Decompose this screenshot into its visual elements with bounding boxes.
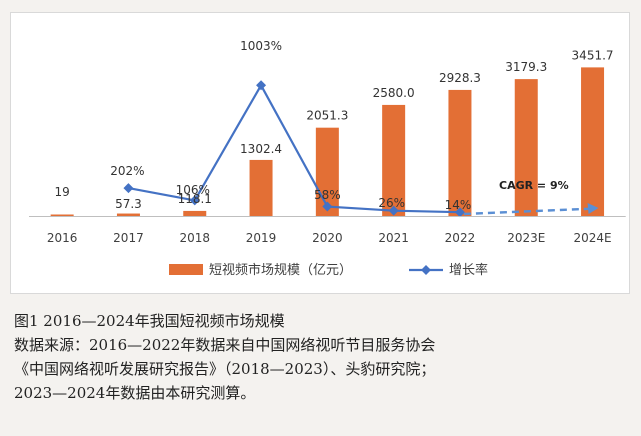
growth-label-2020: 58% xyxy=(314,188,341,202)
cagr-annotation: CAGR = 9% xyxy=(499,179,569,192)
x-tick-label-2017: 2017 xyxy=(113,231,144,245)
x-tick-label-2016: 2016 xyxy=(47,231,78,245)
growth-rate-point-2017 xyxy=(123,183,134,194)
x-tick-label-2022: 2022 xyxy=(445,231,476,245)
bar-value-label-2024E: 3451.7 xyxy=(572,48,614,62)
chart-svg: 19 57.3 118.1 1302.4 2051.3 2580.0 2928.3 3179.… xyxy=(29,39,626,278)
growth-rate-point-2021 xyxy=(388,205,399,216)
bar-2017 xyxy=(116,213,140,216)
growth-rate-line xyxy=(128,83,460,214)
caption-source-line-3: 2023—2024年数据由本研究测算。 xyxy=(14,384,256,402)
bar-2023E xyxy=(514,79,538,217)
line-layer xyxy=(123,80,599,218)
x-tick-label-2018: 2018 xyxy=(179,231,210,245)
cagr-arrowhead xyxy=(587,203,599,214)
bar-2019 xyxy=(249,159,273,216)
caption-source-line-2: 《中国网络视听发展研究报告》（2018—2023）、头豹研究院； xyxy=(14,360,436,378)
caption-title: 图1 2016—2024年我国短视频市场规模 xyxy=(14,312,285,330)
legend-layer: 短视频市场规模（亿元） 增长率 xyxy=(169,262,488,278)
growth-label-2018: 106% xyxy=(176,183,210,197)
axis-layer: 2016 2017 2018 2019 2020 2021 2022 2023E 2024E xyxy=(29,216,626,245)
growth-rate-point-2022 xyxy=(454,207,465,218)
legend-bar-swatch xyxy=(169,264,203,275)
chart-frame: 19 57.3 118.1 1302.4 2051.3 2580.0 2928.3 3179.… xyxy=(10,12,630,294)
growth-label-2021: 26% xyxy=(378,196,405,210)
legend-line-marker xyxy=(421,265,431,275)
bar-2016 xyxy=(50,214,74,216)
bar-2018 xyxy=(183,210,207,216)
bar-value-label-2021: 2580.0 xyxy=(373,86,415,100)
growth-rate-point-2020 xyxy=(322,201,333,212)
bar-2024E xyxy=(581,67,605,217)
x-tick-label-2020: 2020 xyxy=(312,231,343,245)
growth-rate-point-2018 xyxy=(189,195,200,206)
legend-bar-label: 短视频市场规模（亿元） xyxy=(209,262,352,278)
bar-value-label-2023E: 3179.3 xyxy=(505,60,547,74)
growth-label-2022: 14% xyxy=(445,198,472,212)
x-tick-label-2024E: 2024E xyxy=(573,231,611,245)
growth-rate-point-2019 xyxy=(256,80,267,91)
labels-layer: 19 57.3 118.1 1302.4 2051.3 2580.0 2928.3 3179.… xyxy=(55,39,614,212)
x-tick-label-2021: 2021 xyxy=(378,231,409,245)
bar-value-label-2019: 1302.4 xyxy=(240,142,282,156)
bar-2022 xyxy=(448,89,472,216)
bars-layer xyxy=(50,67,605,217)
growth-label-2017: 202% xyxy=(110,164,144,178)
bar-value-label-2018: 118.1 xyxy=(178,192,212,206)
caption-source-line-1: 数据来源：2016—2022年数据来自中国网络视听节目服务协会 xyxy=(14,336,436,354)
bar-value-label-2022: 2928.3 xyxy=(439,71,481,85)
bar-value-label-2016: 19 xyxy=(55,185,70,199)
figure-caption: 图1 2016—2024年我国短视频市场规模 数据来源：2016—2022年数据… xyxy=(14,309,634,405)
cagr-dashed-line xyxy=(463,207,589,216)
bar-value-label-2020: 2051.3 xyxy=(306,109,348,123)
growth-label-2019: 1003% xyxy=(240,39,282,53)
x-tick-label-2023E: 2023E xyxy=(507,231,545,245)
bar-2021 xyxy=(382,104,406,216)
legend-line-label: 增长率 xyxy=(449,262,488,278)
x-tick-label-2019: 2019 xyxy=(246,231,277,245)
bar-value-label-2017: 57.3 xyxy=(115,197,142,211)
